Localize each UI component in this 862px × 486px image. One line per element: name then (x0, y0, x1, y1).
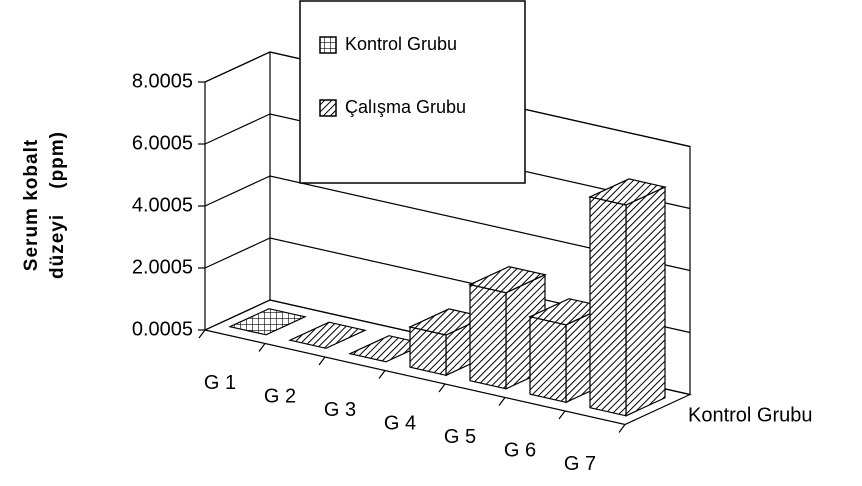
x-tick-label: G 4 (384, 413, 416, 435)
x-tick-label: G 3 (324, 399, 356, 421)
bar-front (589, 196, 627, 417)
bar-front (529, 315, 567, 404)
x-tick (498, 397, 506, 406)
axes-frame (198, 51, 692, 433)
x-tick-label: G 1 (204, 372, 236, 394)
x-tick-label: G 6 (504, 440, 536, 462)
legend-label: Kontrol Grubu (345, 34, 457, 54)
bar-side (625, 186, 666, 417)
bar-front (469, 283, 507, 390)
bar-top (228, 308, 307, 336)
x-tick (258, 343, 266, 352)
bar-top (588, 178, 667, 206)
grid-line (204, 113, 691, 210)
x-tick (318, 356, 326, 366)
z-axis-label: Kontrol Grubu (688, 404, 813, 426)
x-tick-label: G 2 (264, 386, 296, 408)
y-tick-label: 4.0005 (132, 194, 193, 216)
legend-swatch (319, 99, 337, 117)
grid-line (204, 237, 691, 334)
x-tick-label: G 5 (444, 426, 476, 448)
y-axis-label: Serum kobalt (21, 139, 42, 271)
legend-swatch (319, 36, 337, 54)
y-tick-label: 2.0005 (132, 256, 193, 278)
grid-line (204, 175, 691, 272)
x-tick (618, 424, 626, 433)
x-tick (378, 370, 386, 379)
grid-line (204, 51, 691, 148)
x-tick (198, 329, 206, 339)
y-tick-label: 8.0005 (132, 70, 193, 92)
bar-top (468, 265, 547, 294)
y-tick-label: 0.0005 (132, 318, 193, 340)
legend-box (299, 0, 526, 184)
y-axis-label: düzeyi (ppm) (47, 131, 68, 279)
x-tick (438, 383, 446, 393)
legend-label: Çalışma Grubu (345, 97, 466, 117)
x-tick (558, 410, 566, 420)
bar-top (288, 321, 367, 349)
x-tick-label: G 7 (564, 453, 596, 475)
y-tick-label: 6.0005 (132, 132, 193, 154)
